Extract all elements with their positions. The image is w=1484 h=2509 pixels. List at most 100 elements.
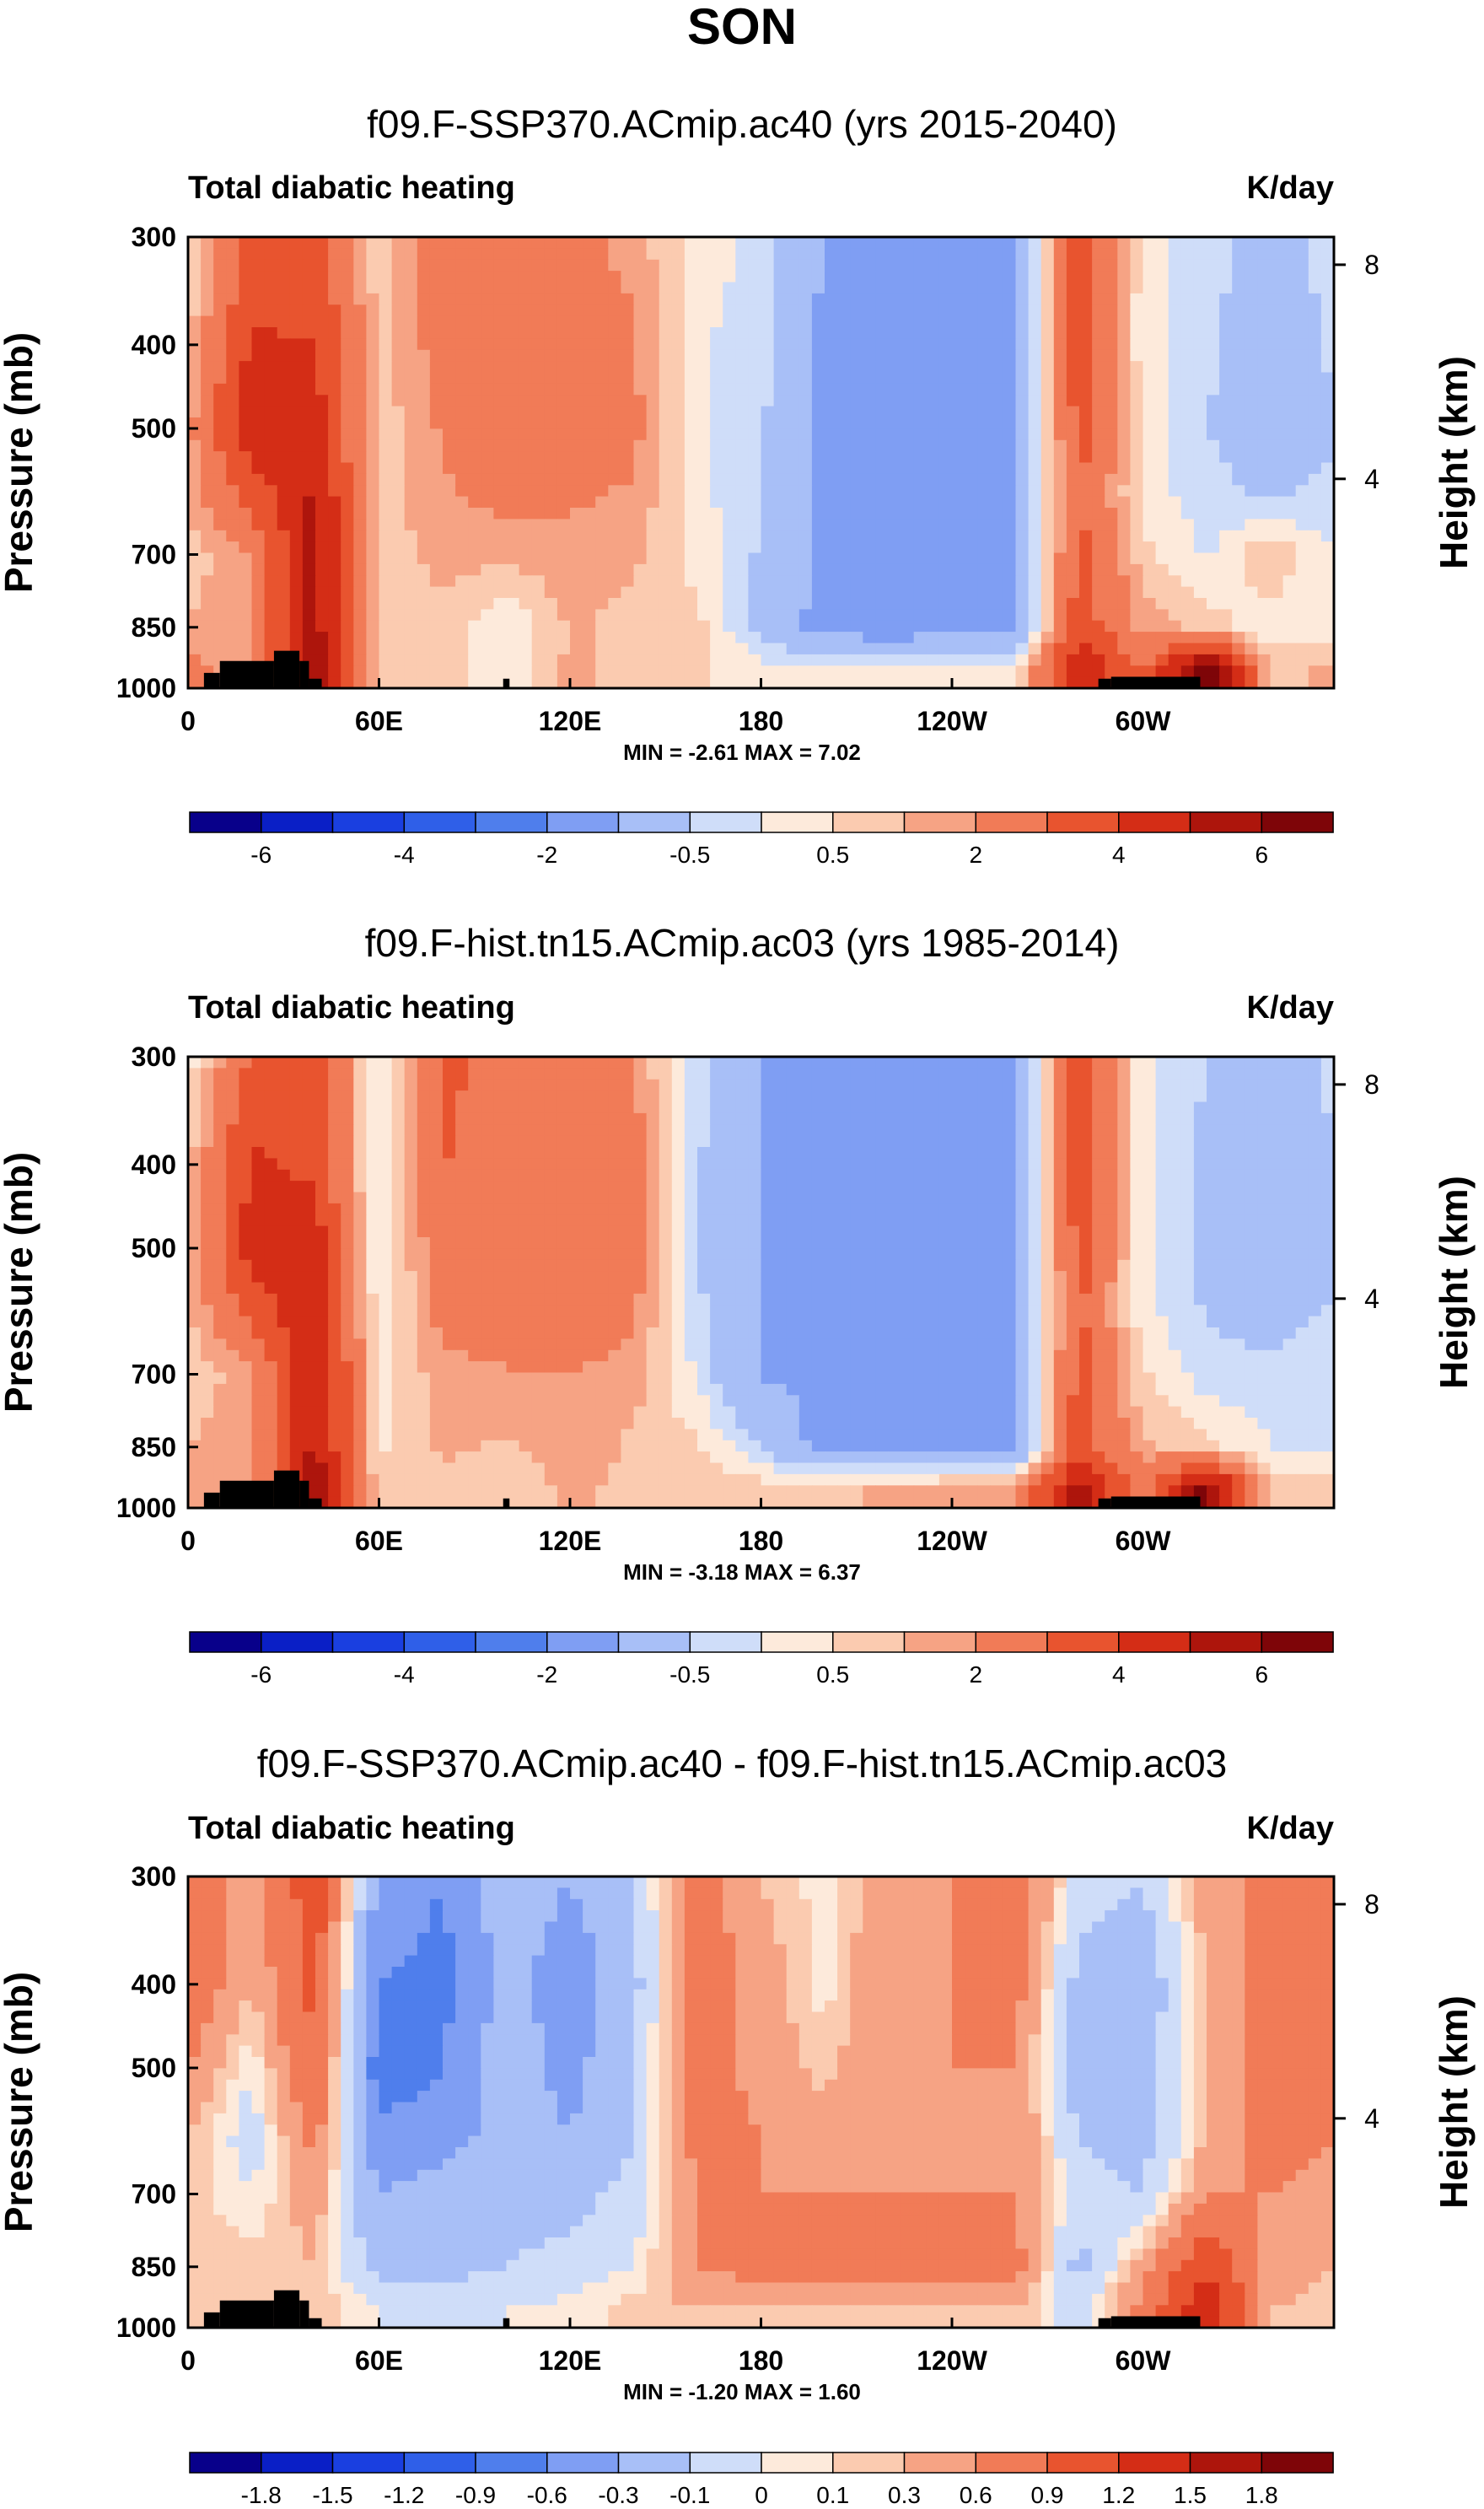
heatmap-cell [1040, 1112, 1055, 1125]
heatmap-cell [315, 632, 329, 644]
heatmap-cell [404, 575, 418, 588]
heatmap-cell [1168, 259, 1182, 272]
heatmap-cell [417, 519, 431, 531]
y-axis-right-title: Height (km) [1432, 356, 1476, 569]
heatmap-cell [1105, 496, 1118, 509]
heatmap-cell [583, 563, 596, 576]
heatmap-cell [201, 361, 214, 374]
heatmap-cell [506, 609, 520, 622]
heatmap-cell [1207, 315, 1220, 328]
heatmap-cell [1193, 372, 1207, 385]
heatmap-cell [531, 508, 546, 520]
heatmap-cell [659, 1158, 673, 1171]
heatmap-cell [926, 586, 940, 599]
heatmap-cells [188, 1057, 1335, 1509]
heatmap-cell [1308, 462, 1322, 475]
heatmap-cell [264, 338, 278, 351]
heatmap-cell [315, 428, 329, 441]
heatmap-cell [735, 654, 749, 666]
heatmap-cell [289, 248, 304, 261]
heatmap-cell [493, 1135, 508, 1148]
heatmap-cell [671, 428, 686, 441]
heatmap-cell [531, 676, 546, 689]
heatmap-cell [1207, 586, 1220, 599]
heatmap-cell [277, 1068, 291, 1080]
heatmap-cell [1219, 1112, 1233, 1125]
heatmap-cell [493, 439, 508, 452]
heatmap-cell [493, 417, 508, 429]
heatmap-cell [697, 1068, 711, 1080]
heatmap-cell [938, 315, 953, 328]
heatmap-cell [1040, 519, 1055, 531]
heatmap-cell [1143, 654, 1157, 666]
heatmap-cell [556, 1079, 571, 1091]
heatmap-cell [1028, 304, 1042, 317]
heatmap-cell [531, 1112, 546, 1125]
heatmap-cell [289, 338, 304, 351]
heatmap-cell [251, 496, 266, 509]
heatmap-cell [226, 1124, 239, 1137]
heatmap-cell [213, 372, 227, 385]
heatmap-cell [404, 338, 418, 351]
heatmap-cell [570, 1124, 583, 1137]
heatmap-cell [468, 428, 481, 441]
heatmap-cell [913, 271, 928, 283]
heatmap-cell [926, 473, 940, 486]
heatmap-cell [621, 1158, 635, 1171]
heatmap-cell [1130, 563, 1144, 576]
heatmap-cell [875, 519, 890, 531]
heatmap-cell [570, 1147, 583, 1159]
heatmap-cell [1180, 1068, 1195, 1080]
heatmap-cell [556, 530, 571, 542]
heatmap-cell [341, 338, 354, 351]
heatmap-cell [468, 598, 481, 610]
heatmap-cell [761, 1112, 775, 1125]
heatmap-cell [1282, 586, 1297, 599]
heatmap-cell [646, 361, 660, 374]
heatmap-cell [302, 485, 316, 498]
heatmap-cell [761, 372, 775, 385]
heatmap-cell [289, 271, 304, 283]
heatmap-cell [239, 1169, 253, 1182]
heatmap-cell [481, 530, 494, 542]
heatmap-cell [1015, 632, 1030, 644]
heatmap-cell [671, 361, 686, 374]
heatmap-cell [938, 383, 953, 396]
heatmap-cell [1168, 485, 1182, 498]
heatmap-cell [926, 327, 940, 339]
heatmap-cell [201, 1101, 214, 1114]
heatmap-cell [1053, 1101, 1067, 1114]
heatmap-cell [659, 552, 673, 565]
heatmap-cell [468, 1158, 481, 1171]
heatmap-cell [341, 428, 354, 441]
heatmap-cell [277, 1181, 291, 1193]
heatmap-cell [710, 1147, 723, 1159]
heatmap-cell [277, 237, 291, 249]
heatmap-cell [213, 1203, 227, 1215]
heatmap-cell [1143, 259, 1157, 272]
heatmap-cell [773, 541, 788, 554]
heatmap-cell [556, 327, 571, 339]
heatmap-cell [239, 1112, 253, 1125]
heatmap-cell [455, 665, 469, 678]
heatmap-cell [1143, 620, 1157, 633]
heatmap-cell [965, 643, 978, 655]
heatmap-cell [493, 259, 508, 272]
colorbar-swatch [1118, 811, 1191, 833]
heatmap-cell [825, 586, 838, 599]
heatmap-cell [302, 383, 316, 396]
heatmap-cell [863, 496, 876, 509]
heatmap-cell [341, 315, 354, 328]
heatmap-cell [315, 508, 329, 520]
heatmap-cell [621, 473, 635, 486]
heatmap-cell [531, 541, 546, 554]
heatmap-cell [1079, 1181, 1093, 1193]
heatmap-cell [1257, 1158, 1272, 1171]
heatmap-cell [1232, 282, 1245, 294]
heatmap-cell [544, 473, 558, 486]
heatmap-cell [608, 598, 621, 610]
heatmap-cell [1155, 1079, 1169, 1091]
heatmap-cell [519, 1181, 533, 1193]
heatmap-cell [671, 575, 686, 588]
heatmap-cell [556, 654, 571, 666]
